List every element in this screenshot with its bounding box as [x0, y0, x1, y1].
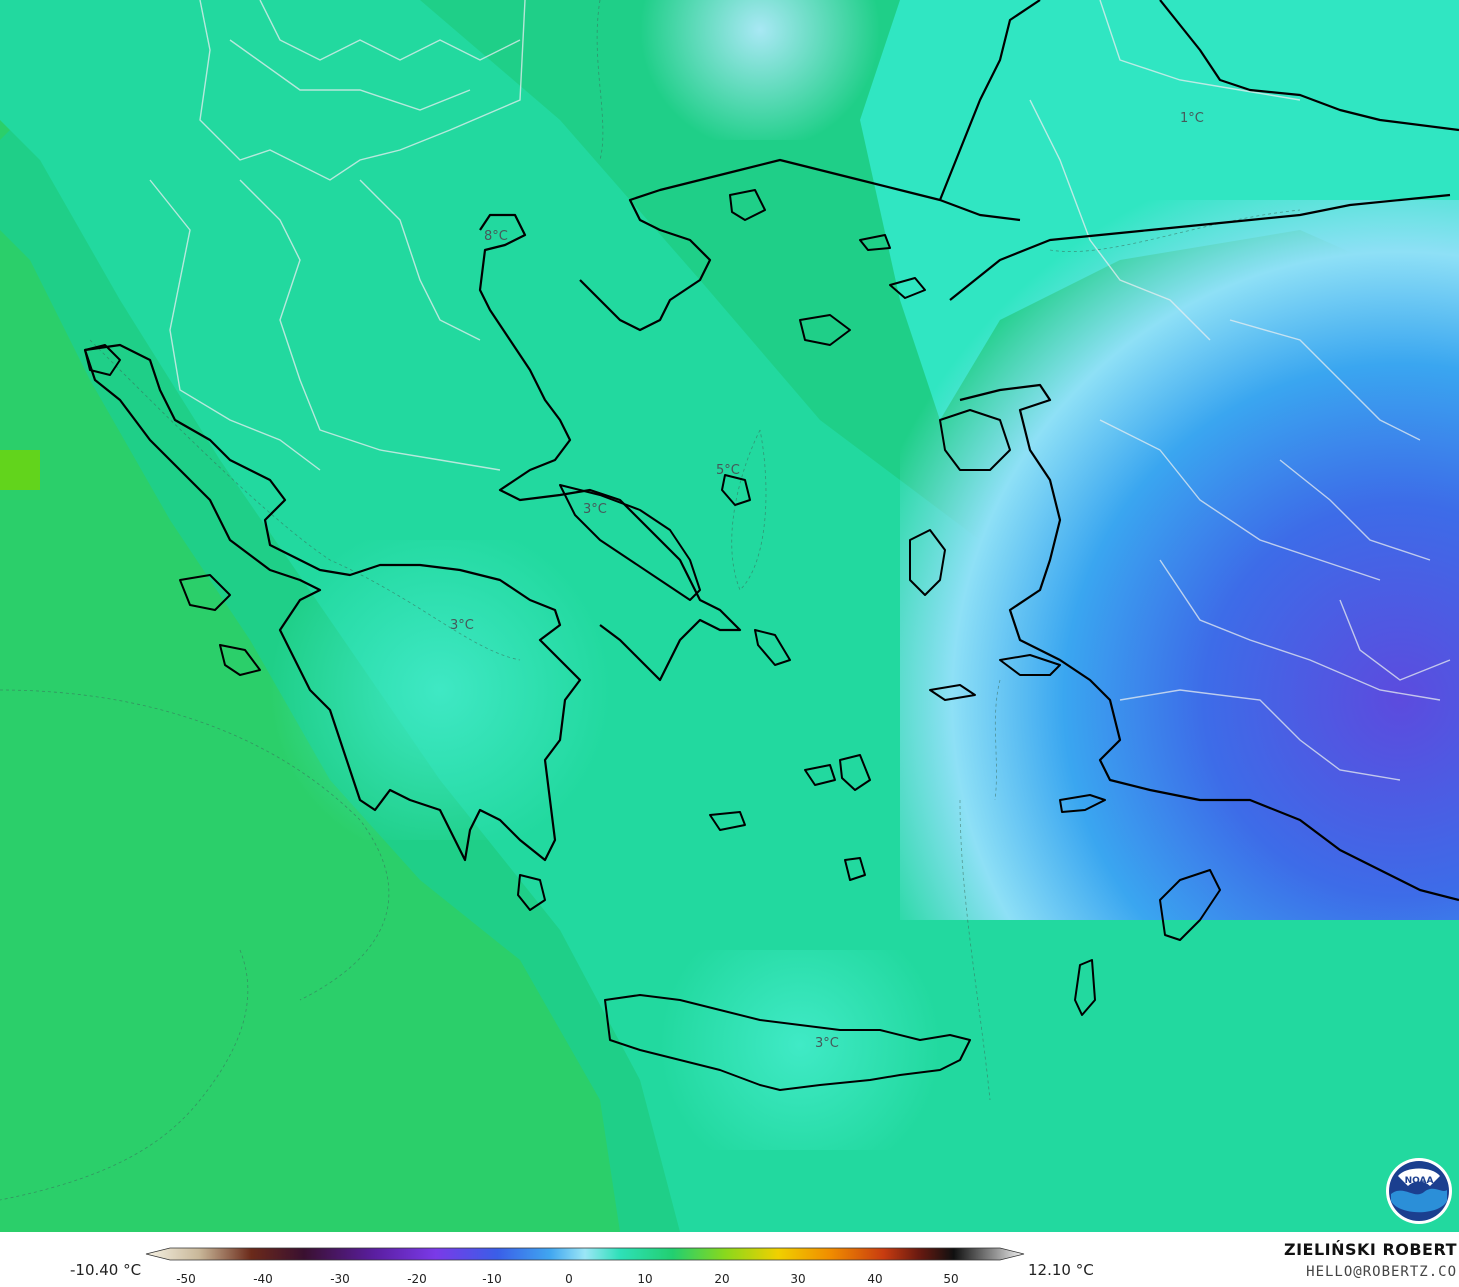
north-aegean-coast [478, 213, 742, 682]
tick-label: -30 [330, 1272, 350, 1286]
northern-cold-pocket [640, 0, 880, 140]
milos-island [709, 811, 746, 831]
author-email: HELLO@ROBERTZ.CO [1306, 1264, 1457, 1280]
anatolia-aegean-coast [959, 383, 1459, 902]
islands [84, 189, 1221, 1091]
imbros-island [889, 277, 926, 299]
noaa-logo-text: NOAA [1405, 1176, 1434, 1186]
legend-max-value: 12.10 °C [1028, 1261, 1094, 1279]
color-scale-ticks: -50 -40 -30 -20 -10 0 10 20 30 40 50 [176, 1272, 958, 1286]
kefalonia-island [179, 574, 231, 611]
rhodes-island [1159, 869, 1221, 941]
crete-island [604, 994, 971, 1091]
tick-label: -50 [176, 1272, 196, 1286]
temp-label-1: 1°C [1180, 111, 1204, 126]
peloponnese-warm-pocket [260, 540, 620, 840]
temp-label-3: 5°C [716, 463, 740, 478]
karpathos-island [1074, 959, 1096, 1016]
mainland-field [0, 0, 1459, 1232]
noaa-logo-icon: NOAA [1386, 1158, 1452, 1224]
thasos-island [729, 189, 766, 221]
corfu-island [84, 344, 121, 376]
lemnos-island [799, 314, 851, 346]
tick-label: -10 [482, 1272, 502, 1286]
black-sea-coast [938, 0, 1041, 201]
coastlines [83, 0, 1459, 902]
chios-island [909, 529, 946, 596]
tick-label: 30 [790, 1272, 805, 1286]
temperature-labels: 1°C 8°C 5°C 3°C 3°C 3°C [450, 111, 1204, 1051]
temp-label-2: 8°C [484, 229, 508, 244]
north-border-coast [1159, 0, 1459, 132]
kythira-island [517, 874, 546, 911]
author-credit: ZIELIŃSKI ROBERT [1283, 1240, 1457, 1259]
temp-label-5: 3°C [450, 618, 474, 633]
kos-island [1059, 794, 1106, 813]
thrace-coast [579, 158, 1021, 332]
tick-label: 50 [943, 1272, 958, 1286]
thera-island [844, 857, 866, 881]
tick-label: 0 [565, 1272, 573, 1286]
naxos-island [839, 754, 871, 791]
paros-island [804, 764, 836, 786]
tick-label: 40 [867, 1272, 882, 1286]
isotherm-contours [0, 0, 1301, 1201]
temp-label-6: 3°C [815, 1036, 839, 1051]
evia-island [559, 484, 701, 601]
color-scale: -50 -40 -30 -20 -10 0 10 20 30 40 50 [145, 1247, 1025, 1286]
samothrace-island [859, 234, 891, 251]
marmara-coast [949, 193, 1451, 301]
andros-island [754, 629, 791, 666]
ikaria-island [929, 684, 976, 701]
lesbos-island [939, 409, 1011, 471]
tick-label: -40 [253, 1272, 273, 1286]
tick-label: 20 [714, 1272, 729, 1286]
temp-label-4: 3°C [583, 502, 607, 517]
anatolia-cold-field [900, 200, 1459, 920]
samos-island [999, 654, 1061, 676]
crete-field [640, 950, 960, 1150]
legend-min-value: -10.40 °C [70, 1261, 142, 1279]
zakynthos-island [219, 644, 261, 676]
skyros-island [721, 474, 751, 506]
tick-label: -20 [407, 1272, 427, 1286]
color-scale-bar [145, 1247, 1025, 1261]
country-borders [149, 0, 1451, 781]
temperature-map: 1°C 8°C 5°C 3°C 3°C 3°C NOAA [0, 0, 1459, 1232]
map-canvas: 1°C 8°C 5°C 3°C 3°C 3°C [0, 0, 1459, 1232]
greek-mainland-coast [83, 343, 582, 862]
warm-spot [0, 450, 40, 490]
tick-label: 10 [637, 1272, 652, 1286]
